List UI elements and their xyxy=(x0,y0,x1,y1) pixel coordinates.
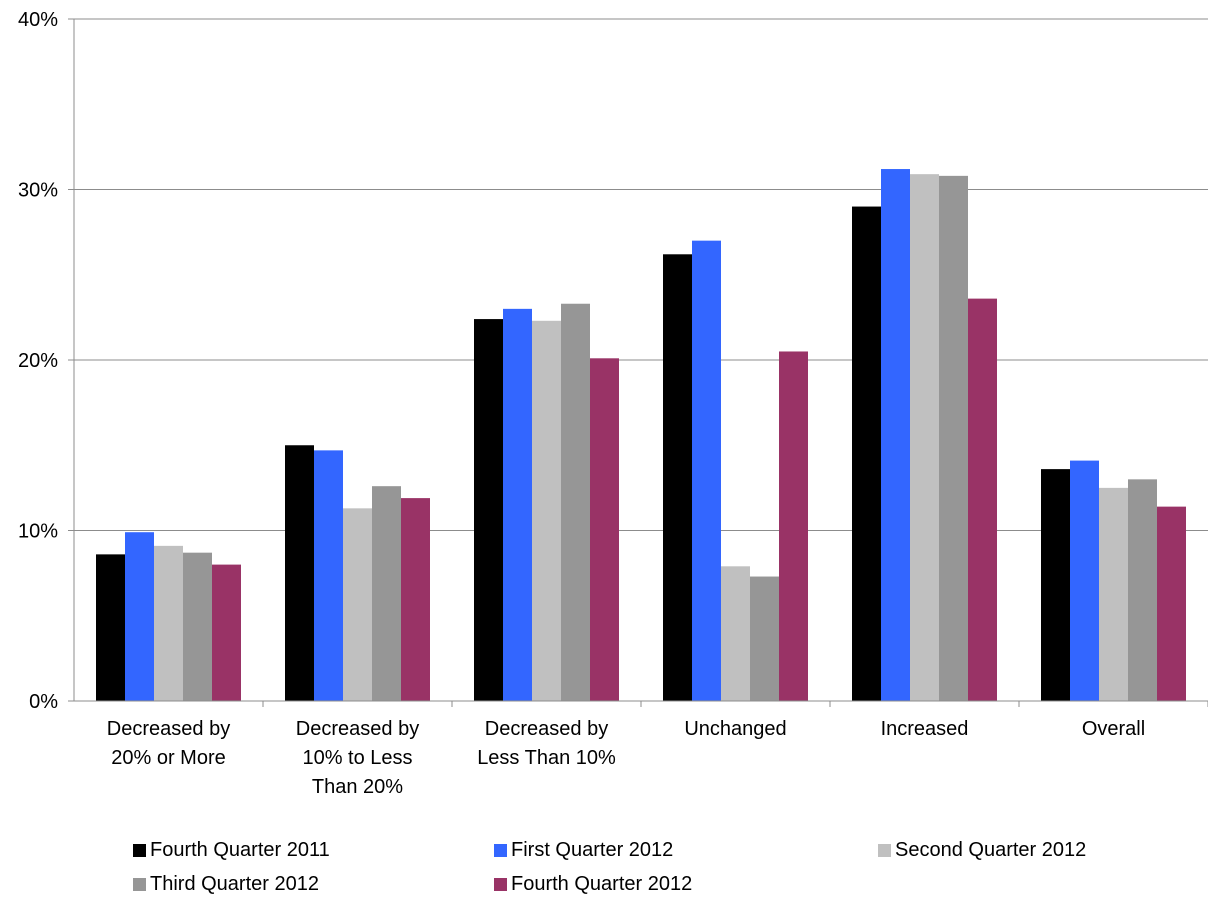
bar xyxy=(532,320,561,701)
bar xyxy=(910,174,939,701)
bar xyxy=(212,564,241,701)
bar xyxy=(285,445,314,701)
x-tick-label: Decreased by 10% to Less Than 20% xyxy=(296,718,419,798)
bar xyxy=(372,486,401,701)
x-tick-label: Unchanged xyxy=(684,718,786,740)
bar xyxy=(314,450,343,701)
bar xyxy=(401,498,430,701)
y-tick-label: 0% xyxy=(29,691,58,713)
bar xyxy=(1099,487,1128,701)
bar xyxy=(692,240,721,701)
x-axis-labels: Decreased by 20% or More Decreased by 10% t… xyxy=(107,718,1145,798)
x-tick-label: Increased xyxy=(881,718,969,740)
x-tick-label: Decreased by Less Than 10% xyxy=(477,718,616,769)
bar xyxy=(1157,506,1186,701)
bars xyxy=(96,169,1186,702)
x-tick-label: Overall xyxy=(1082,718,1145,740)
bar xyxy=(96,554,125,701)
bar xyxy=(1128,479,1157,701)
bar xyxy=(590,358,619,701)
y-tick-label: 30% xyxy=(18,180,58,202)
bar xyxy=(561,303,590,701)
y-axis-ticks: 0% 10% 20% 30% 40% xyxy=(18,9,74,713)
bar xyxy=(183,552,212,701)
bar xyxy=(125,532,154,701)
bar xyxy=(968,298,997,701)
bar xyxy=(663,254,692,702)
gridlines xyxy=(74,18,1208,531)
y-tick-label: 40% xyxy=(18,9,58,31)
y-tick-label: 10% xyxy=(18,521,58,543)
bar xyxy=(154,545,183,701)
bar xyxy=(852,206,881,702)
bar xyxy=(881,169,910,702)
bar xyxy=(750,576,779,701)
bar xyxy=(503,308,532,701)
bar xyxy=(939,175,968,702)
axes xyxy=(73,19,1208,707)
bar xyxy=(721,566,750,701)
bar xyxy=(1041,469,1070,701)
bar xyxy=(343,508,372,701)
x-tick-label: Decreased by 20% or More xyxy=(107,718,230,769)
bar xyxy=(1070,460,1099,701)
y-tick-label: 20% xyxy=(18,350,58,372)
bar xyxy=(474,319,503,701)
bar xyxy=(779,351,808,701)
